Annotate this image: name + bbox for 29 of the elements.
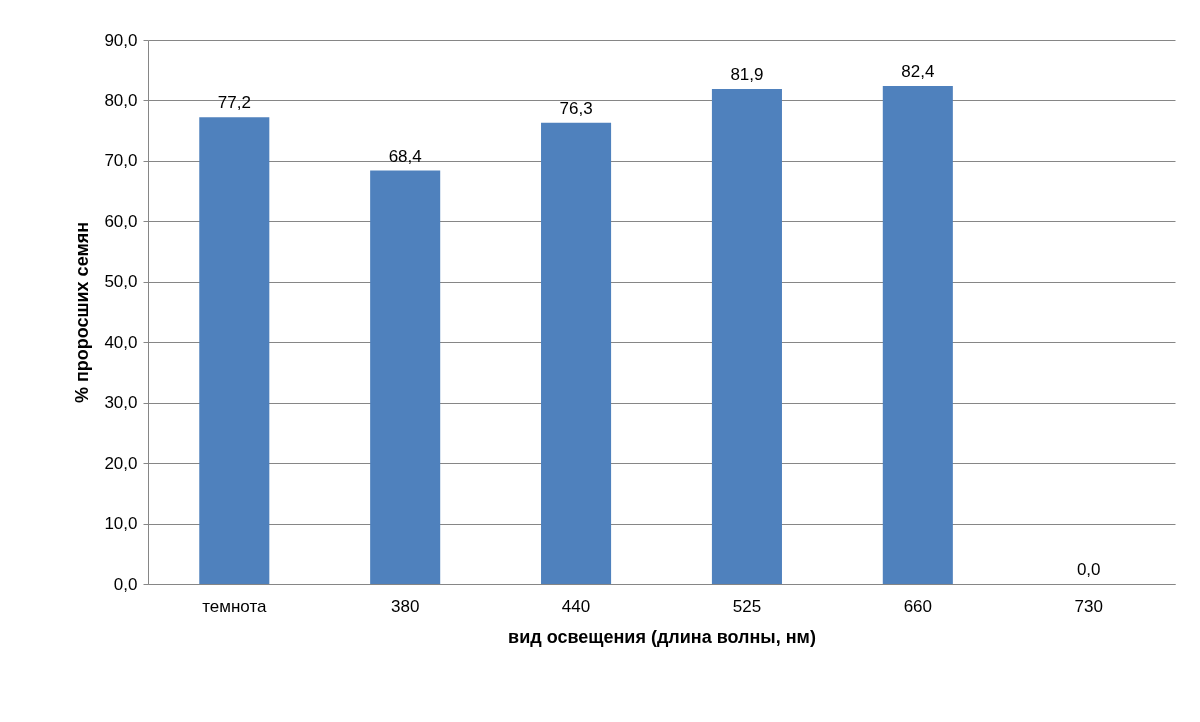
data-label: 77,2 [217,93,251,113]
data-label: 82,4 [901,61,935,81]
x-tick-label: 730 [1074,596,1103,616]
x-axis-title: вид освещения (длина волны, нм) [508,626,816,647]
y-tick-label: 10,0 [104,514,138,534]
y-tick-label: 60,0 [104,211,138,231]
y-tick-label: 30,0 [104,393,138,413]
x-tick-label: 660 [903,596,933,616]
y-tick-label: 20,0 [104,453,138,473]
y-axis-title: % проросших семян [72,221,93,404]
data-label: 81,9 [730,64,764,84]
y-tick-label: 40,0 [104,332,138,352]
data-label: 0,0 [1076,560,1101,579]
y-tick-label: 70,0 [104,151,138,171]
x-tick-label: 380 [390,596,420,616]
y-tick-label: 90,0 [104,30,138,50]
y-tick-label: 50,0 [104,272,138,292]
bar [882,85,953,584]
x-tick-label: 525 [732,596,762,616]
data-label: 76,3 [559,98,593,118]
bar [541,122,612,584]
bar [370,170,441,584]
y-tick-label: 80,0 [104,90,138,110]
x-tick-label: 440 [561,596,591,616]
bar [199,117,270,584]
x-tick-label: темнота [202,596,267,616]
y-tick-label: 0,0 [113,574,138,594]
bar [711,88,782,584]
data-label: 68,4 [388,146,422,166]
